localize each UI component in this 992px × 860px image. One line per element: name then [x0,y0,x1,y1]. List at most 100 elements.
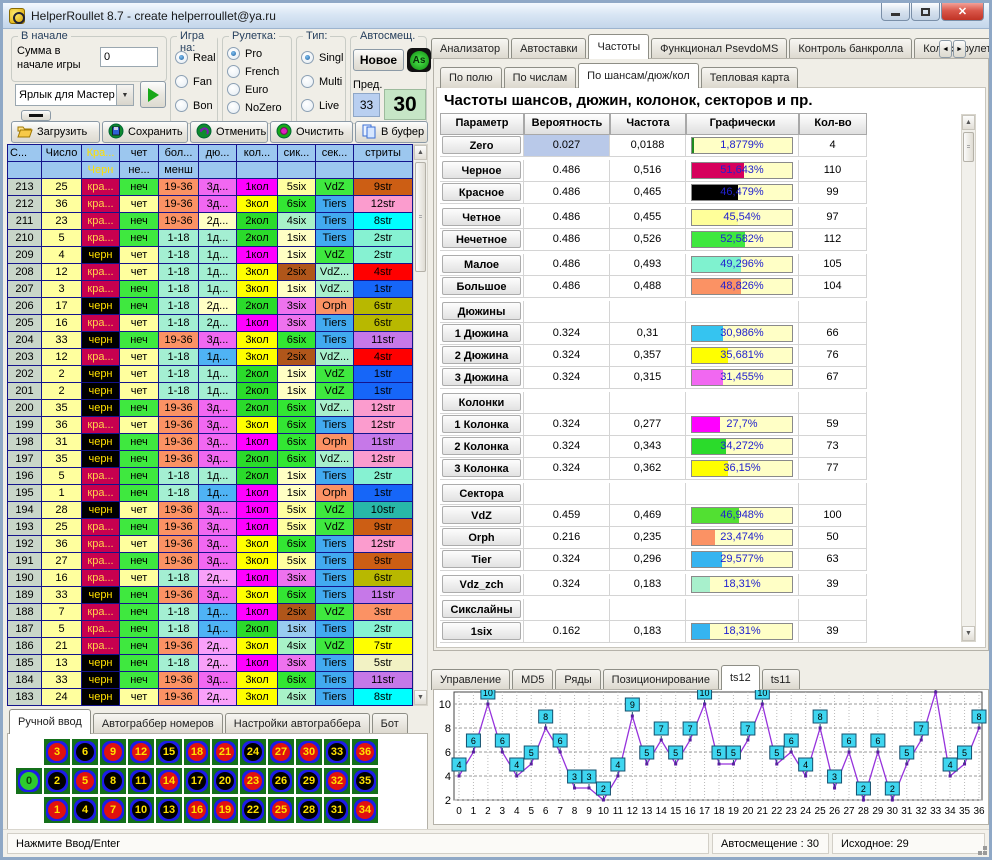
history-cell[interactable]: 11str [354,332,412,348]
history-cell[interactable]: чет [120,247,158,263]
history-cell[interactable]: 2д... [199,315,236,331]
history-cell[interactable]: кра... [82,519,119,535]
history-cell[interactable]: 3str [354,604,412,620]
run-button[interactable] [140,81,166,108]
history-cell[interactable]: 1six [278,621,315,637]
history-cell[interactable]: 6str [354,298,412,314]
history-cell[interactable]: 185 [8,655,41,671]
freq-param-zero[interactable]: Zero [442,136,521,154]
radio-bon[interactable]: Bon [175,99,213,112]
history-cell[interactable]: 27 [42,553,81,569]
history-cell[interactable]: 2кол [237,621,277,637]
history-cell[interactable]: 1кол [237,519,277,535]
history-cell[interactable]: 3кол [237,689,277,705]
history-cell[interactable]: 1кол [237,570,277,586]
history-scrollbar[interactable]: ▲ ▼ [413,144,428,706]
chevron-down-icon[interactable]: ▼ [116,85,133,105]
history-cell[interactable]: VdZ... [316,349,353,365]
freq-param-нечетное[interactable]: Нечетное [442,230,521,248]
history-cell[interactable]: 205 [8,315,41,331]
wheel-number-36[interactable]: 36 [352,739,378,765]
history-cell[interactable]: 184 [8,672,41,688]
history-cell[interactable]: 2кол [237,298,277,314]
history-cell[interactable]: 5six [278,553,315,569]
history-cell[interactable]: 188 [8,604,41,620]
history-cell[interactable]: Tiers [316,587,353,603]
history-cell[interactable]: 19-36 [159,451,198,467]
history-cell[interactable]: 11str [354,434,412,450]
history-cell[interactable]: черн [82,332,119,348]
history-cell[interactable]: 19-36 [159,536,198,552]
history-cell[interactable]: 3д... [199,519,236,535]
history-cell[interactable]: 2 [42,383,81,399]
history-cell[interactable]: 6str [354,315,412,331]
history-cell[interactable]: 3кол [237,264,277,280]
wheel-number-11[interactable]: 11 [128,768,154,794]
wheel-number-4[interactable]: 4 [72,797,98,823]
history-cell[interactable]: 3д... [199,502,236,518]
history-cell[interactable]: Tiers [316,213,353,229]
history-cell[interactable]: 201 [8,383,41,399]
history-cell[interactable]: 3кол [237,332,277,348]
undo-button[interactable]: Отменить [190,121,268,143]
history-cell[interactable]: 3кол [237,672,277,688]
history-cell[interactable]: черн [82,655,119,671]
history-cell[interactable]: 2str [354,230,412,246]
history-cell[interactable]: 3кол [237,281,277,297]
collapse-button[interactable] [21,110,51,121]
wheel-number-6[interactable]: 6 [72,739,98,765]
history-cell[interactable]: кра... [82,570,119,586]
history-cell[interactable]: Tiers [316,621,353,637]
history-cell[interactable]: неч [120,332,158,348]
history-cell[interactable]: 1кол [237,485,277,501]
history-cell[interactable]: кра... [82,196,119,212]
history-cell[interactable]: чет [120,264,158,280]
history-cell[interactable]: 12str [354,196,412,212]
history-cell[interactable]: чет [120,383,158,399]
history-cell[interactable]: кра... [82,179,119,195]
history-cell[interactable]: 1д... [199,383,236,399]
history-cell[interactable]: 4six [278,638,315,654]
history-cell[interactable]: 6six [278,400,315,416]
history-cell[interactable]: VdZ [316,366,353,382]
history-cell[interactable]: 4str [354,349,412,365]
history-cell[interactable]: чет [120,536,158,552]
history-cell[interactable]: 3six [278,655,315,671]
history-cell[interactable]: 5str [354,655,412,671]
input-tab-автограббер-номеров[interactable]: Автограббер номеров [92,713,223,734]
history-cell[interactable]: 11str [354,587,412,603]
history-cell[interactable]: 202 [8,366,41,382]
history-cell[interactable]: 1six [278,485,315,501]
chart-tab-ряды[interactable]: Ряды [555,669,601,690]
history-cell[interactable]: VdZ... [316,400,353,416]
history-cell[interactable]: черн [82,383,119,399]
history-cell[interactable]: 1-18 [159,247,198,263]
history-cell[interactable]: 1кол [237,179,277,195]
history-cell[interactable]: 204 [8,332,41,348]
history-cell[interactable]: 6six [278,536,315,552]
history-cell[interactable]: Tiers [316,570,353,586]
history-cell[interactable]: Orph [316,434,353,450]
history-cell[interactable]: неч [120,485,158,501]
wheel-number-32[interactable]: 32 [324,768,350,794]
history-cell[interactable]: 200 [8,400,41,416]
history-cell[interactable]: 190 [8,570,41,586]
history-cell[interactable]: VdZ [316,519,353,535]
wheel-number-25[interactable]: 25 [268,797,294,823]
history-cell[interactable]: 1кол [237,315,277,331]
input-tab-ручной-ввод[interactable]: Ручной ввод [9,709,91,734]
history-cell[interactable]: 33 [42,332,81,348]
history-cell[interactable]: 7str [354,638,412,654]
history-cell[interactable]: неч [120,553,158,569]
wheel-number-24[interactable]: 24 [240,739,266,765]
history-cell[interactable]: 191 [8,553,41,569]
history-cell[interactable]: черн [82,298,119,314]
wheel-number-7[interactable]: 7 [100,797,126,823]
history-cell[interactable]: 206 [8,298,41,314]
history-cell[interactable]: 19-36 [159,638,198,654]
freq-param-черное[interactable]: Черное [442,161,521,179]
history-cell[interactable]: 2д... [199,570,236,586]
history-cell[interactable]: 2д... [199,689,236,705]
history-cell[interactable]: 4str [354,264,412,280]
history-cell[interactable]: 3д... [199,332,236,348]
